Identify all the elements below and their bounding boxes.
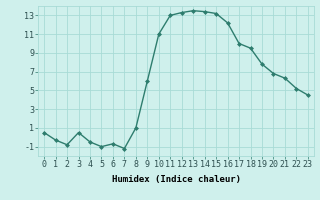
X-axis label: Humidex (Indice chaleur): Humidex (Indice chaleur) [111,175,241,184]
